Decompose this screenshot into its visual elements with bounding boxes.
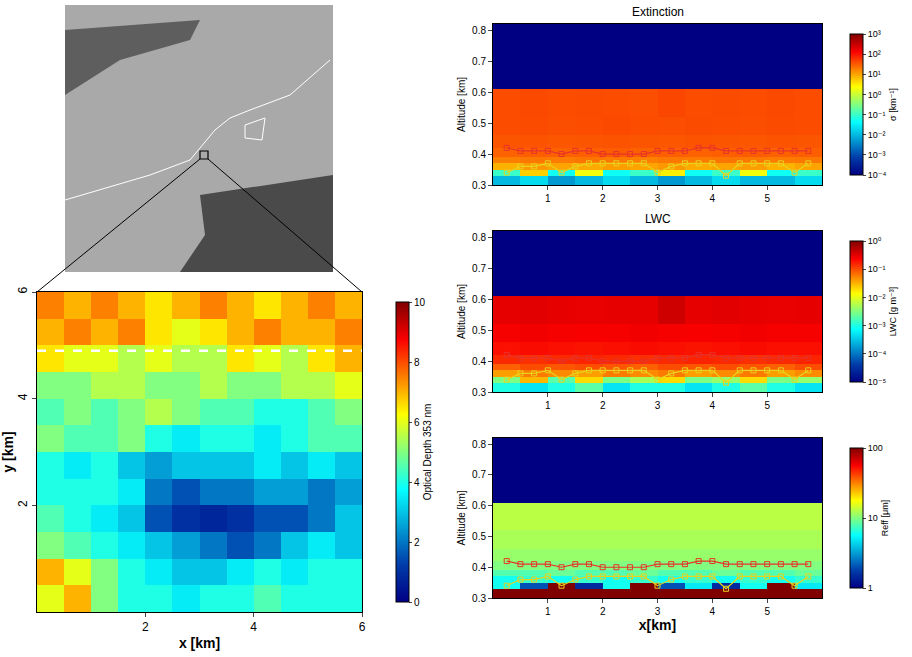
svg-text:10²: 10²	[868, 49, 881, 59]
svg-text:x [km]: x [km]	[179, 635, 220, 651]
svg-text:4: 4	[710, 400, 716, 411]
svg-text:0.8: 0.8	[472, 232, 486, 243]
svg-text:3: 3	[655, 193, 661, 204]
svg-text:2: 2	[142, 620, 149, 634]
svg-text:4: 4	[414, 477, 420, 488]
svg-text:0.8: 0.8	[472, 25, 486, 36]
svg-text:4: 4	[16, 393, 30, 400]
svg-text:2: 2	[600, 193, 606, 204]
svg-text:0.5: 0.5	[472, 118, 486, 129]
svg-text:0.7: 0.7	[472, 56, 486, 67]
svg-text:0.4: 0.4	[472, 562, 486, 573]
svg-text:6: 6	[414, 417, 420, 428]
svg-text:2: 2	[16, 500, 30, 507]
svg-text:100: 100	[868, 443, 883, 453]
svg-text:σ [km⁻¹]: σ [km⁻¹]	[888, 88, 898, 121]
svg-text:1: 1	[545, 606, 551, 617]
svg-text:5: 5	[764, 400, 770, 411]
svg-text:Altitude [km]: Altitude [km]	[456, 284, 467, 339]
svg-text:10⁻³: 10⁻³	[868, 150, 886, 160]
svg-text:6: 6	[359, 620, 366, 634]
svg-text:1: 1	[868, 583, 873, 593]
svg-text:0.3: 0.3	[472, 180, 486, 191]
svg-text:2: 2	[600, 606, 606, 617]
svg-text:10³: 10³	[868, 29, 881, 39]
svg-text:0.6: 0.6	[472, 500, 486, 511]
svg-text:8: 8	[414, 357, 420, 368]
svg-text:10⁻¹: 10⁻¹	[868, 110, 886, 120]
svg-text:1: 1	[545, 400, 551, 411]
svg-text:5: 5	[764, 606, 770, 617]
svg-text:10⁻²: 10⁻²	[868, 130, 886, 140]
svg-text:10⁰: 10⁰	[868, 90, 882, 100]
svg-text:x[km]: x[km]	[639, 617, 676, 633]
svg-text:LWC: LWC	[645, 212, 671, 226]
svg-text:10⁻³: 10⁻³	[868, 321, 886, 331]
svg-text:4: 4	[250, 620, 257, 634]
svg-text:6: 6	[16, 287, 30, 294]
svg-text:4: 4	[710, 193, 716, 204]
svg-text:Altitude [km]: Altitude [km]	[456, 77, 467, 132]
svg-text:0.5: 0.5	[472, 531, 486, 542]
svg-text:3: 3	[655, 606, 661, 617]
svg-text:Extinction: Extinction	[632, 5, 684, 19]
svg-text:10: 10	[414, 297, 426, 308]
svg-text:0.6: 0.6	[472, 294, 486, 305]
svg-text:10⁻¹: 10⁻¹	[868, 264, 886, 274]
svg-text:1: 1	[545, 193, 551, 204]
svg-text:Altitude [km]: Altitude [km]	[456, 490, 467, 545]
svg-text:0.8: 0.8	[472, 439, 486, 450]
svg-text:0.3: 0.3	[472, 593, 486, 604]
svg-text:4: 4	[710, 606, 716, 617]
svg-text:0.4: 0.4	[472, 356, 486, 367]
svg-text:0: 0	[414, 597, 420, 608]
svg-text:Reff [μm]: Reff [μm]	[880, 500, 890, 537]
svg-text:0.5: 0.5	[472, 325, 486, 336]
svg-text:10: 10	[868, 513, 878, 523]
svg-text:0.7: 0.7	[472, 469, 486, 480]
svg-text:10⁻⁴: 10⁻⁴	[868, 170, 887, 180]
svg-text:0.6: 0.6	[472, 87, 486, 98]
svg-text:3: 3	[655, 400, 661, 411]
svg-text:2: 2	[600, 400, 606, 411]
svg-text:5: 5	[764, 193, 770, 204]
svg-text:10¹: 10¹	[868, 69, 881, 79]
svg-text:y [km]: y [km]	[0, 431, 16, 472]
svg-text:10⁻⁵: 10⁻⁵	[868, 377, 887, 387]
svg-text:10⁰: 10⁰	[868, 236, 882, 246]
svg-text:0.3: 0.3	[472, 387, 486, 398]
svg-text:2: 2	[414, 537, 420, 548]
svg-text:LWC [g m⁻³]: LWC [g m⁻³]	[888, 287, 898, 337]
svg-text:10⁻²: 10⁻²	[868, 293, 886, 303]
svg-text:10⁻⁴: 10⁻⁴	[868, 349, 887, 359]
svg-text:0.7: 0.7	[472, 263, 486, 274]
svg-text:0.4: 0.4	[472, 149, 486, 160]
svg-text:Optical Depth 353 nm: Optical Depth 353 nm	[422, 404, 433, 501]
